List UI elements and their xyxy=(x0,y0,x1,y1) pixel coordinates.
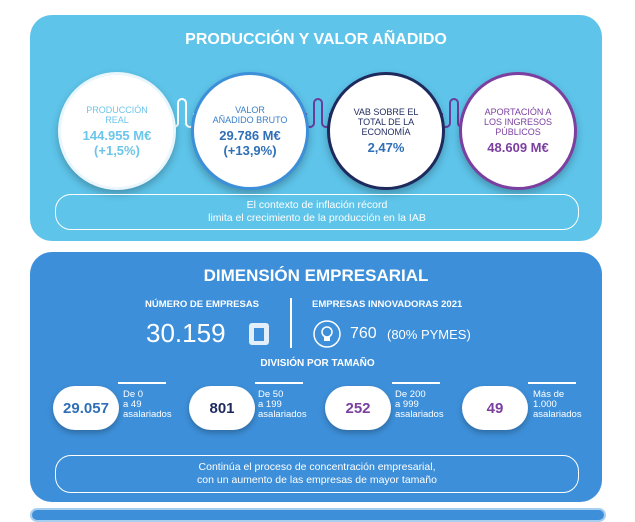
note-line: Continúa el proceso de concentración emp… xyxy=(198,461,436,473)
next-panel xyxy=(30,508,606,522)
kpi-change: (+1,5%) xyxy=(94,142,140,158)
size-label-line: asalariados xyxy=(395,409,444,420)
size-label-line: a 999 xyxy=(395,399,419,410)
note-line: limita el crecimiento de la producción e… xyxy=(208,212,426,224)
stat-note: (80% PYMES) xyxy=(387,327,471,342)
note-line: con un aumento de las empresas de mayor … xyxy=(197,474,437,486)
kpi-label: VAB SOBRE EL xyxy=(353,107,419,117)
kpi-label: ECONOMÍA xyxy=(361,127,411,137)
kpi-label: AÑADIDO BRUTO xyxy=(212,114,288,125)
note-box: El contexto de inflación récord limita e… xyxy=(55,194,579,230)
bulb-icon xyxy=(313,320,341,348)
pill-line xyxy=(118,382,166,384)
kpi-label: PRODUCCIÓN xyxy=(86,104,148,115)
size-label-line: De 50 xyxy=(258,389,284,400)
size-pill: 252 xyxy=(325,386,391,430)
kpi-value: 48.609 M€ xyxy=(487,140,549,155)
stat-label: NÚMERO DE EMPRESAS xyxy=(145,299,260,310)
pill-line xyxy=(528,382,576,384)
size-pill: 49 xyxy=(462,386,528,430)
building-icon xyxy=(249,323,269,345)
size-label: De 200 a 999 asalariados xyxy=(395,390,444,420)
divider xyxy=(290,298,292,348)
kpi-value: 29.786 M€ xyxy=(219,127,281,143)
size-label: Más de 1.000 asalariados xyxy=(533,390,582,420)
stat-label: EMPRESAS INNOVADORAS 2021 xyxy=(312,299,463,310)
size-label-line: asalariados xyxy=(533,409,582,420)
section-title: PRODUCCIÓN Y VALOR AÑADIDO xyxy=(185,31,447,48)
kpi-label: LOS INGRESOS xyxy=(483,117,553,127)
section-title: DIMENSIÓN EMPRESARIAL xyxy=(203,266,429,285)
note-line: El contexto de inflación récord xyxy=(246,199,388,211)
size-label-line: asalariados xyxy=(123,409,172,420)
kpi-circle: PRODUCCIÓN REAL 144.955 M€ (+1,5%) xyxy=(58,72,176,190)
size-label-line: De 200 xyxy=(395,389,426,400)
size-label-line: a 49 xyxy=(123,399,142,410)
size-pill: 801 xyxy=(189,386,255,430)
pill-line xyxy=(392,382,440,384)
business-panel: DIMENSIÓN EMPRESARIAL xyxy=(30,252,602,502)
kpi-change: (+13,9%) xyxy=(223,142,277,158)
kpi-value: 2,47% xyxy=(367,140,405,155)
size-label-line: a 199 xyxy=(258,399,282,410)
size-label-line: Más de xyxy=(533,389,565,400)
size-pill: 29.057 xyxy=(53,386,119,430)
kpi-value: 144.955 M€ xyxy=(82,127,152,143)
kpi-label: APORTACIÓN A xyxy=(484,107,552,117)
kpi-label: REAL xyxy=(105,114,129,125)
size-label-line: 1.000 xyxy=(533,399,557,410)
note-box: Continúa el proceso de concentración emp… xyxy=(55,455,579,493)
kpi-label: TOTAL DE LA xyxy=(357,117,415,127)
stat-value: 760 xyxy=(350,325,377,342)
size-label-line: De 0 xyxy=(123,389,144,400)
kpi-label: VALOR xyxy=(235,104,265,115)
kpi-label: PÚBLICOS xyxy=(495,127,541,137)
subheading: DIVISIÓN POR TAMAÑO xyxy=(260,358,375,369)
kpi-circle: VALOR AÑADIDO BRUTO 29.786 M€ (+13,9%) xyxy=(191,72,309,190)
size-label-line: asalariados xyxy=(258,409,307,420)
size-label: De 50 a 199 asalariados xyxy=(258,390,307,420)
wave xyxy=(305,98,331,128)
stat-value: 30.159 xyxy=(146,318,226,348)
kpi-circle: APORTACIÓN A LOS INGRESOS PÚBLICOS 48.60… xyxy=(459,72,577,190)
pill-line xyxy=(255,382,303,384)
kpi-circle: VAB SOBRE EL TOTAL DE LA ECONOMÍA 2,47% xyxy=(327,72,445,190)
